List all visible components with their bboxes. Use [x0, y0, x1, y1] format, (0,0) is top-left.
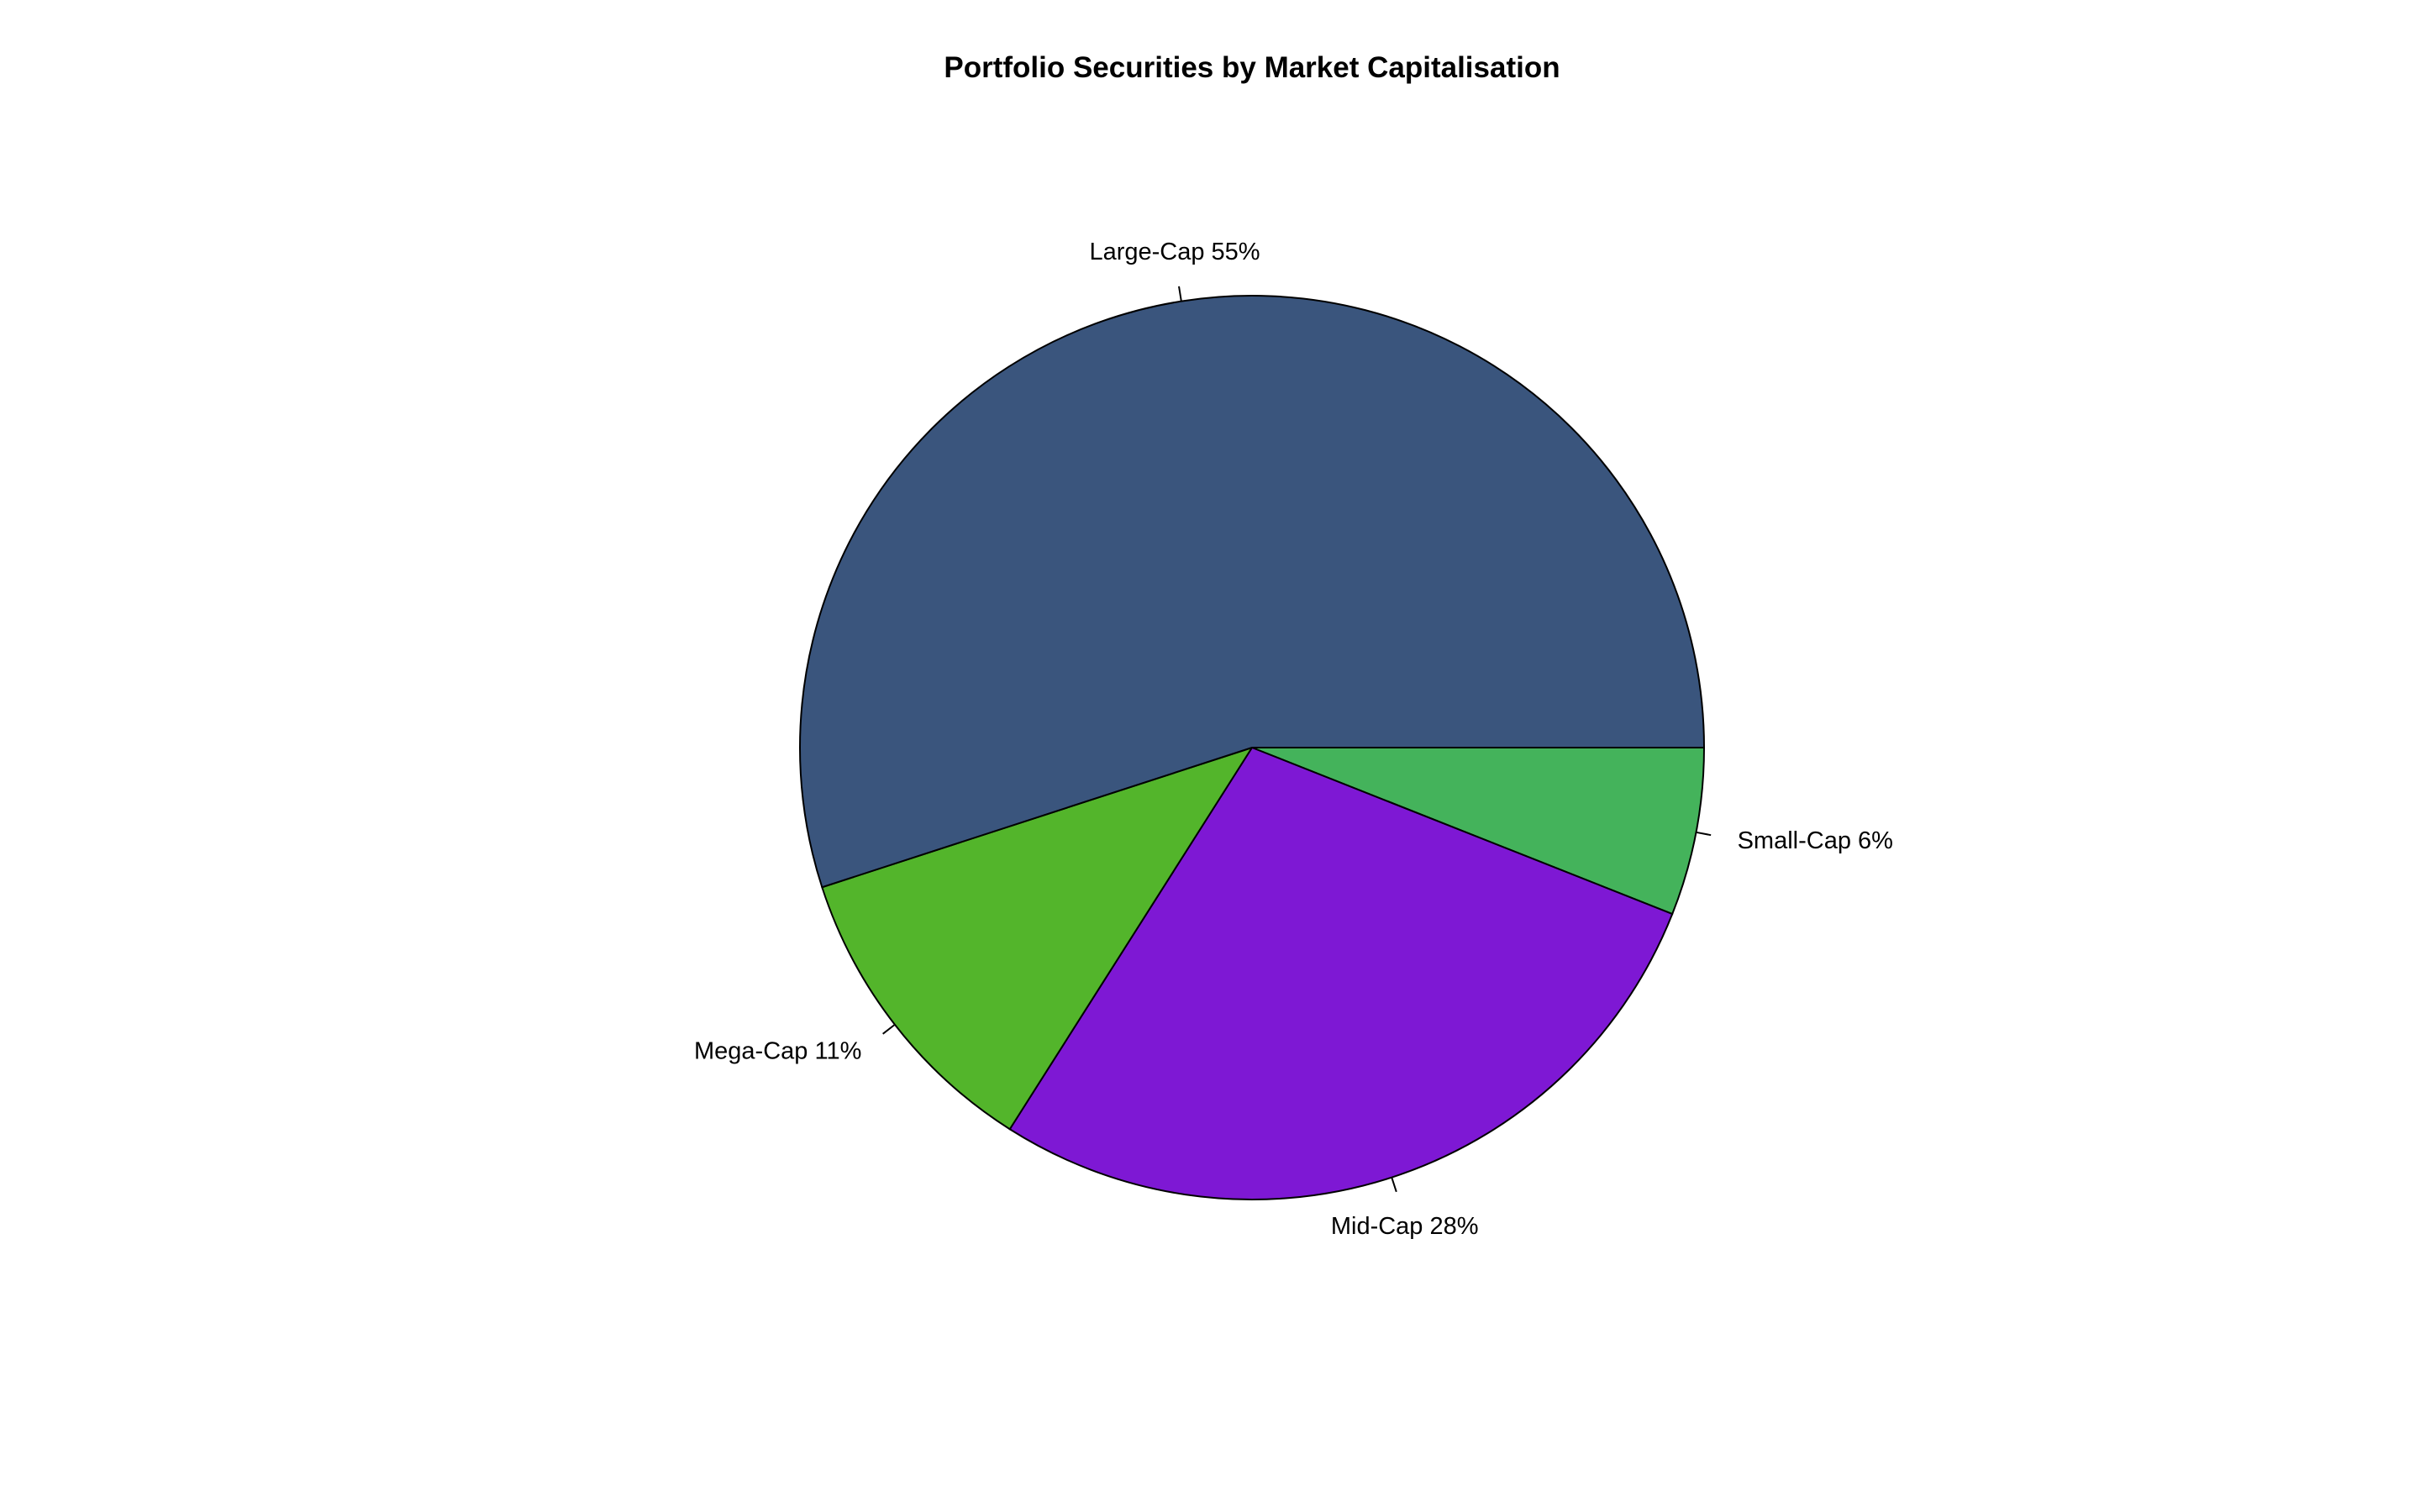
pie-slices — [799, 295, 1706, 1200]
leader-line-small-cap — [1696, 831, 1712, 837]
slice-label-small-cap: Small-Cap 6% — [1738, 827, 1893, 854]
leader-line-large-cap — [1178, 286, 1182, 302]
leader-line-mid-cap — [1391, 1177, 1397, 1193]
slice-label-mid-cap: Mid-Cap 28% — [1331, 1213, 1479, 1240]
pie-slice-mid-cap — [1008, 746, 1674, 1200]
pie-slice-small-cap — [1251, 747, 1706, 916]
slice-label-large-cap: Large-Cap 55% — [1089, 239, 1260, 265]
pie-labels: Small-Cap 6% Mid-Cap 28% Mega-Cap 11% Large… — [694, 239, 1893, 1240]
pie-slice-large-cap — [799, 295, 1706, 889]
slice-label-mega-cap: Mega-Cap 11% — [694, 1037, 861, 1064]
chart-title: Portfolio Securities by Market Capitalis… — [944, 51, 1560, 84]
leader-line-mega-cap — [882, 1023, 896, 1035]
